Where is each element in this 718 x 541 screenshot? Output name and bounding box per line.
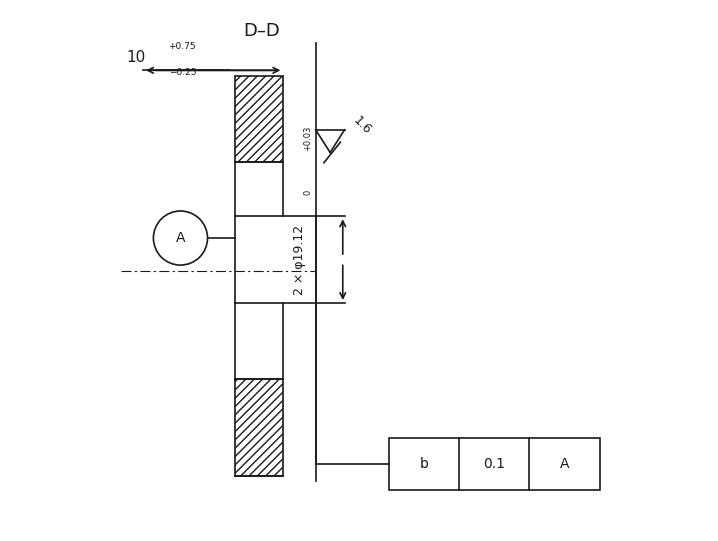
Text: D–D: D–D: [243, 22, 280, 39]
Text: −0.25: −0.25: [169, 68, 196, 77]
Text: +0.75: +0.75: [169, 42, 196, 51]
Text: 2 × φ19.12: 2 × φ19.12: [293, 225, 306, 295]
Bar: [388, 438, 600, 490]
Text: 1.6: 1.6: [350, 114, 374, 137]
Text: b: b: [419, 457, 429, 471]
Text: A: A: [176, 231, 185, 245]
Text: 0.1: 0.1: [483, 457, 505, 471]
Text: A: A: [560, 457, 569, 471]
Text: +0.03: +0.03: [303, 126, 312, 151]
Text: 10: 10: [126, 50, 146, 65]
Bar: [235, 76, 284, 162]
Text: 0: 0: [303, 189, 312, 195]
Bar: [235, 379, 284, 476]
